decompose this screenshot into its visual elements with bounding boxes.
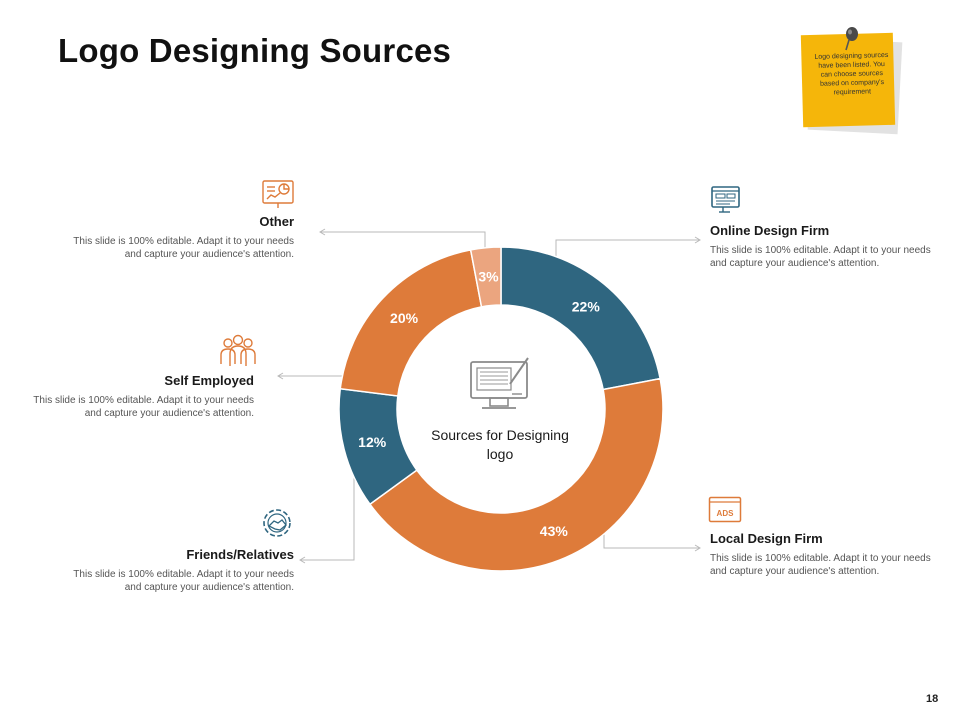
ads-icon-text: ADS (717, 509, 735, 518)
label-title: Other (259, 214, 294, 229)
connector-arrow-3 (299, 556, 306, 564)
monitor-web-icon (711, 186, 740, 213)
team-icon (220, 334, 256, 366)
page-number: 18 (926, 693, 939, 705)
slice-label-4: 20% (390, 310, 419, 326)
slice-label-1: 22% (572, 299, 601, 315)
monitor-design-icon (470, 357, 529, 409)
slice-label-5: 3% (478, 269, 499, 285)
connector-arrow-5 (319, 228, 326, 236)
label-description: This slide is 100% editable. Adapt it to… (710, 553, 931, 577)
ads-browser-icon: ADS (708, 496, 742, 523)
slice-label-3: 12% (358, 434, 387, 450)
label-online-design-firm: Online Design Firm This slide is 100% ed… (710, 223, 940, 270)
handshake-gear-icon (263, 509, 291, 537)
page-title: Logo Designing Sources (58, 32, 452, 69)
label-description: This slide is 100% editable. Adapt it to… (710, 245, 931, 269)
label-other: Other This slide is 100% editable. Adapt… (64, 214, 294, 261)
connector-arrow-4 (277, 372, 284, 380)
label-local-design-firm: Local Design Firm This slide is 100% edi… (710, 531, 940, 578)
label-title: Friends/Relatives (186, 547, 294, 562)
label-friends-relatives: Friends/Relatives This slide is 100% edi… (64, 547, 294, 594)
connector-arrow-1 (694, 236, 701, 244)
label-title: Local Design Firm (710, 531, 823, 546)
label-title: Self Employed (164, 373, 254, 388)
donut-slice-1 (500, 246, 662, 391)
label-self-employed: Self Employed This slide is 100% editabl… (24, 373, 254, 420)
donut-slice-5 (469, 246, 502, 308)
presentation-board-icon (262, 180, 294, 208)
slice-label-2: 43% (540, 523, 569, 539)
label-description: This slide is 100% editable. Adapt it to… (73, 236, 294, 260)
connector-arrow-2 (694, 544, 701, 552)
donut-slice-2 (368, 377, 664, 572)
connector-line-3 (300, 470, 355, 561)
center-label: Sources for Designing logo (431, 427, 569, 462)
label-description: This slide is 100% editable. Adapt it to… (73, 569, 294, 593)
pushpin-icon (845, 27, 858, 51)
donut-slices (338, 246, 664, 572)
label-description: This slide is 100% editable. Adapt it to… (33, 395, 254, 419)
slice-labels: 22% 43% 12% 20% 3% (358, 269, 600, 539)
label-title: Online Design Firm (710, 223, 830, 238)
